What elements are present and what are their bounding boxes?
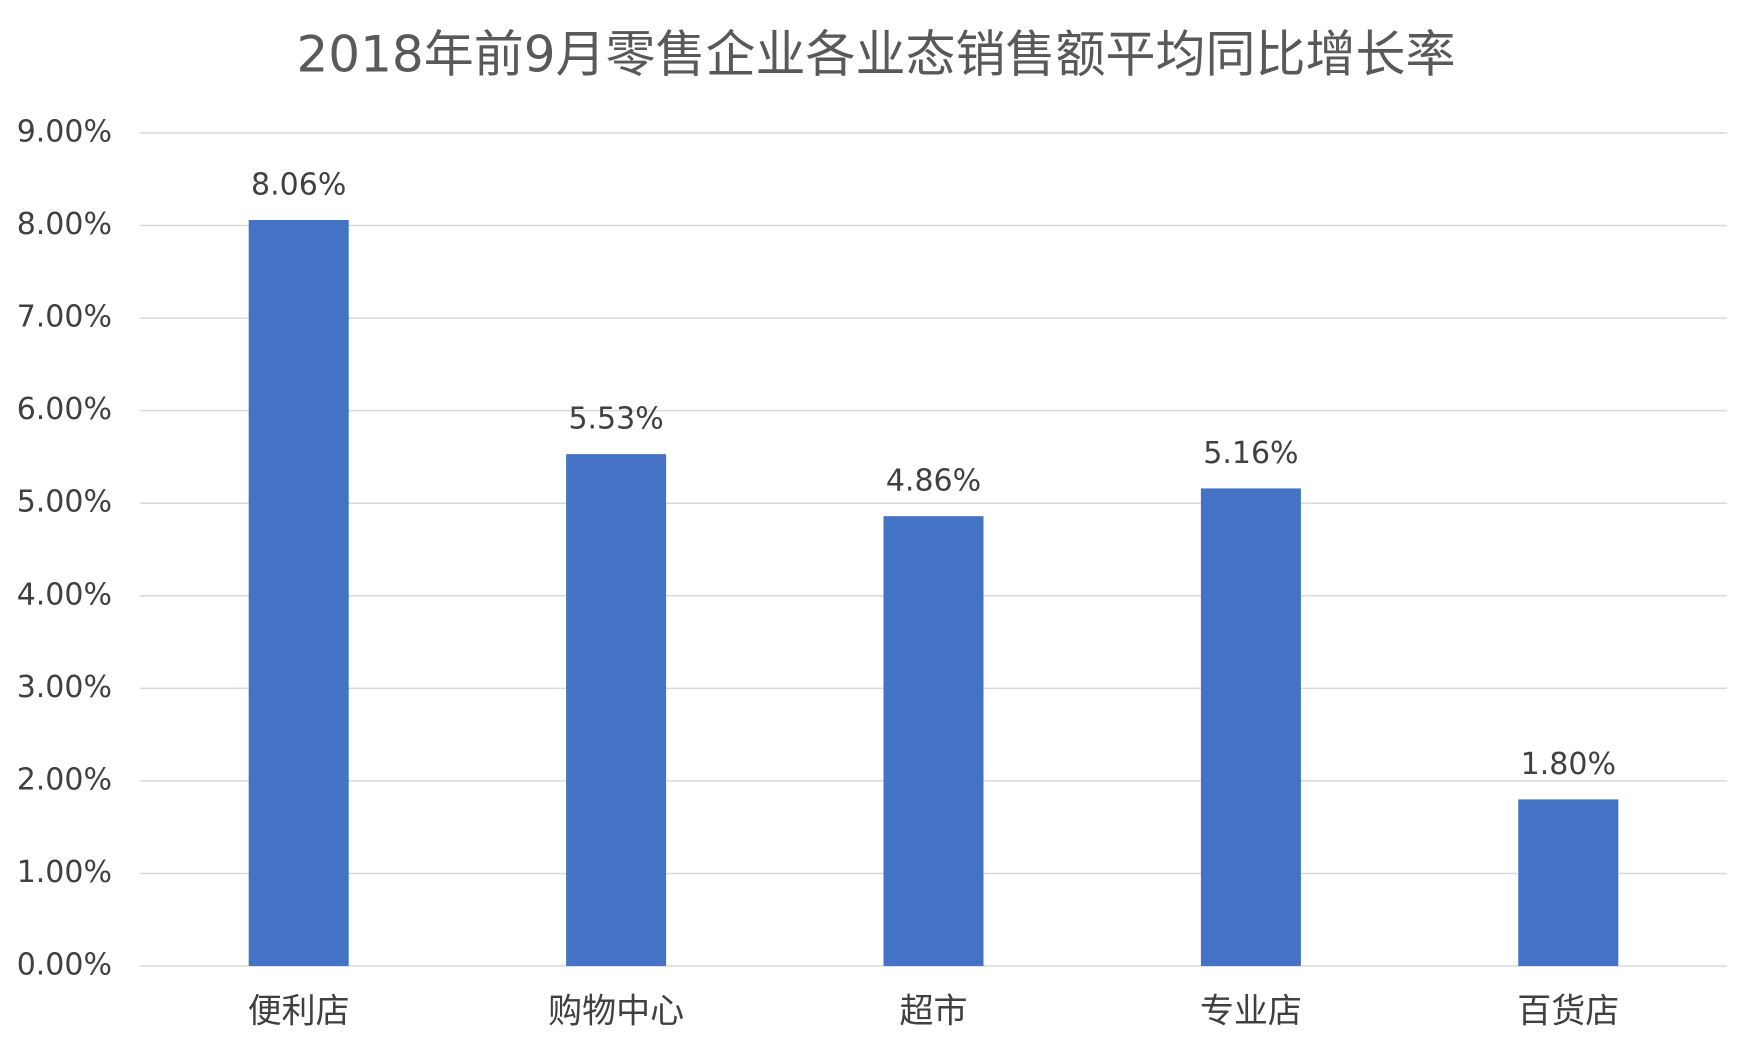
x-tick-label: 便利店 bbox=[248, 992, 350, 1032]
y-tick-label: 2.00% bbox=[17, 762, 112, 797]
data-label: 1.80% bbox=[1521, 747, 1616, 782]
bar bbox=[883, 516, 984, 966]
y-tick-label: 8.00% bbox=[17, 207, 112, 242]
y-tick-label: 4.00% bbox=[17, 577, 112, 612]
bar bbox=[248, 220, 349, 967]
y-tick-label: 9.00% bbox=[17, 115, 112, 150]
x-tick-label: 专业店 bbox=[1200, 992, 1302, 1032]
x-tick-label: 购物中心 bbox=[548, 992, 684, 1032]
y-tick-label: 6.00% bbox=[17, 392, 112, 427]
data-label: 5.53% bbox=[568, 402, 663, 437]
y-tick-label: 1.00% bbox=[17, 855, 112, 890]
chart-title: 2018年前9月零售企业各业态销售额平均同比增长率 bbox=[296, 26, 1455, 84]
y-tick-label: 7.00% bbox=[17, 300, 112, 335]
y-tick-label: 0.00% bbox=[17, 948, 112, 983]
data-label: 5.16% bbox=[1203, 436, 1298, 471]
y-tick-label: 5.00% bbox=[17, 485, 112, 520]
y-tick-label: 3.00% bbox=[17, 670, 112, 705]
data-label: 4.86% bbox=[886, 464, 981, 499]
bar bbox=[1518, 799, 1619, 966]
bar bbox=[566, 454, 667, 966]
x-tick-label: 超市 bbox=[900, 992, 968, 1032]
bar bbox=[1200, 488, 1301, 966]
x-tick-label: 百货店 bbox=[1517, 992, 1619, 1032]
data-label: 8.06% bbox=[251, 168, 346, 203]
